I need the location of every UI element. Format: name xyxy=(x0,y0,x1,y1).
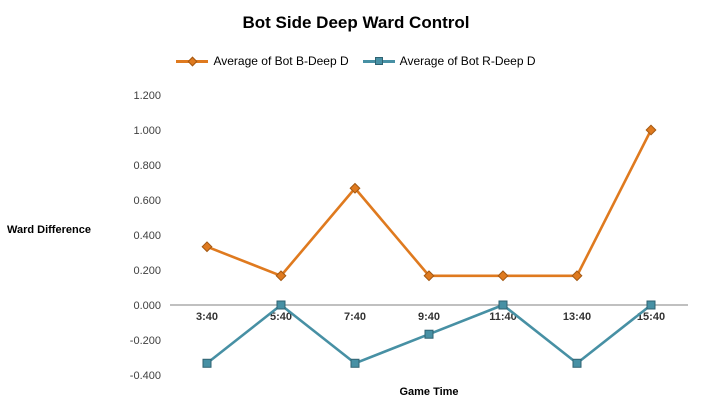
data-point-marker xyxy=(424,329,434,339)
legend-swatch-diamond-icon xyxy=(176,56,209,67)
x-tick-label: 5:40 xyxy=(270,311,292,323)
legend-item-series-r: Average of Bot R-Deep D xyxy=(362,54,536,68)
x-tick-label: 3:40 xyxy=(196,311,218,323)
chart-title: Bot Side Deep Ward Control xyxy=(242,13,470,32)
x-tick-label: 11:40 xyxy=(489,311,517,323)
data-point-marker xyxy=(645,124,657,136)
data-point-marker xyxy=(350,358,360,368)
data-point-marker xyxy=(275,270,287,282)
data-point-marker xyxy=(572,358,582,368)
legend-swatch-square-icon xyxy=(362,56,395,67)
data-point-marker xyxy=(423,270,435,282)
x-tick-label: 13:40 xyxy=(563,311,591,323)
data-point-marker xyxy=(497,270,509,282)
y-axis-title: Ward Difference xyxy=(7,224,91,236)
chart-legend: Average of Bot B-Deep D Average of Bot R… xyxy=(0,54,712,68)
data-point-marker xyxy=(349,182,361,194)
y-tick-label: 1.200 xyxy=(133,90,161,102)
legend-label: Average of Bot R-Deep D xyxy=(399,54,536,68)
y-tick-label: 0.600 xyxy=(133,195,161,207)
y-tick-label: -0.400 xyxy=(130,370,161,382)
series-line xyxy=(205,128,653,278)
data-point-marker xyxy=(276,300,286,310)
data-point-marker xyxy=(498,300,508,310)
x-tick-label: 9:40 xyxy=(418,311,440,323)
y-tick-label: 0.200 xyxy=(133,265,161,277)
y-tick-label: 0.800 xyxy=(133,160,161,172)
data-point-marker xyxy=(202,358,212,368)
data-point-marker xyxy=(571,270,583,282)
legend-marker xyxy=(374,56,383,65)
data-point-marker xyxy=(646,300,656,310)
y-tick-label: 0.000 xyxy=(133,300,161,312)
x-tick-label: 7:40 xyxy=(344,311,366,323)
y-tick-label: -0.200 xyxy=(130,335,161,347)
x-tick-label: 15:40 xyxy=(637,311,665,323)
y-tick-label: 0.400 xyxy=(133,230,161,242)
x-axis-title: Game Time xyxy=(399,386,459,398)
legend-item-series-b: Average of Bot B-Deep D xyxy=(176,54,349,68)
legend-label: Average of Bot B-Deep D xyxy=(213,54,349,68)
y-tick-label: 1.000 xyxy=(133,125,161,137)
data-point-marker xyxy=(201,241,213,253)
